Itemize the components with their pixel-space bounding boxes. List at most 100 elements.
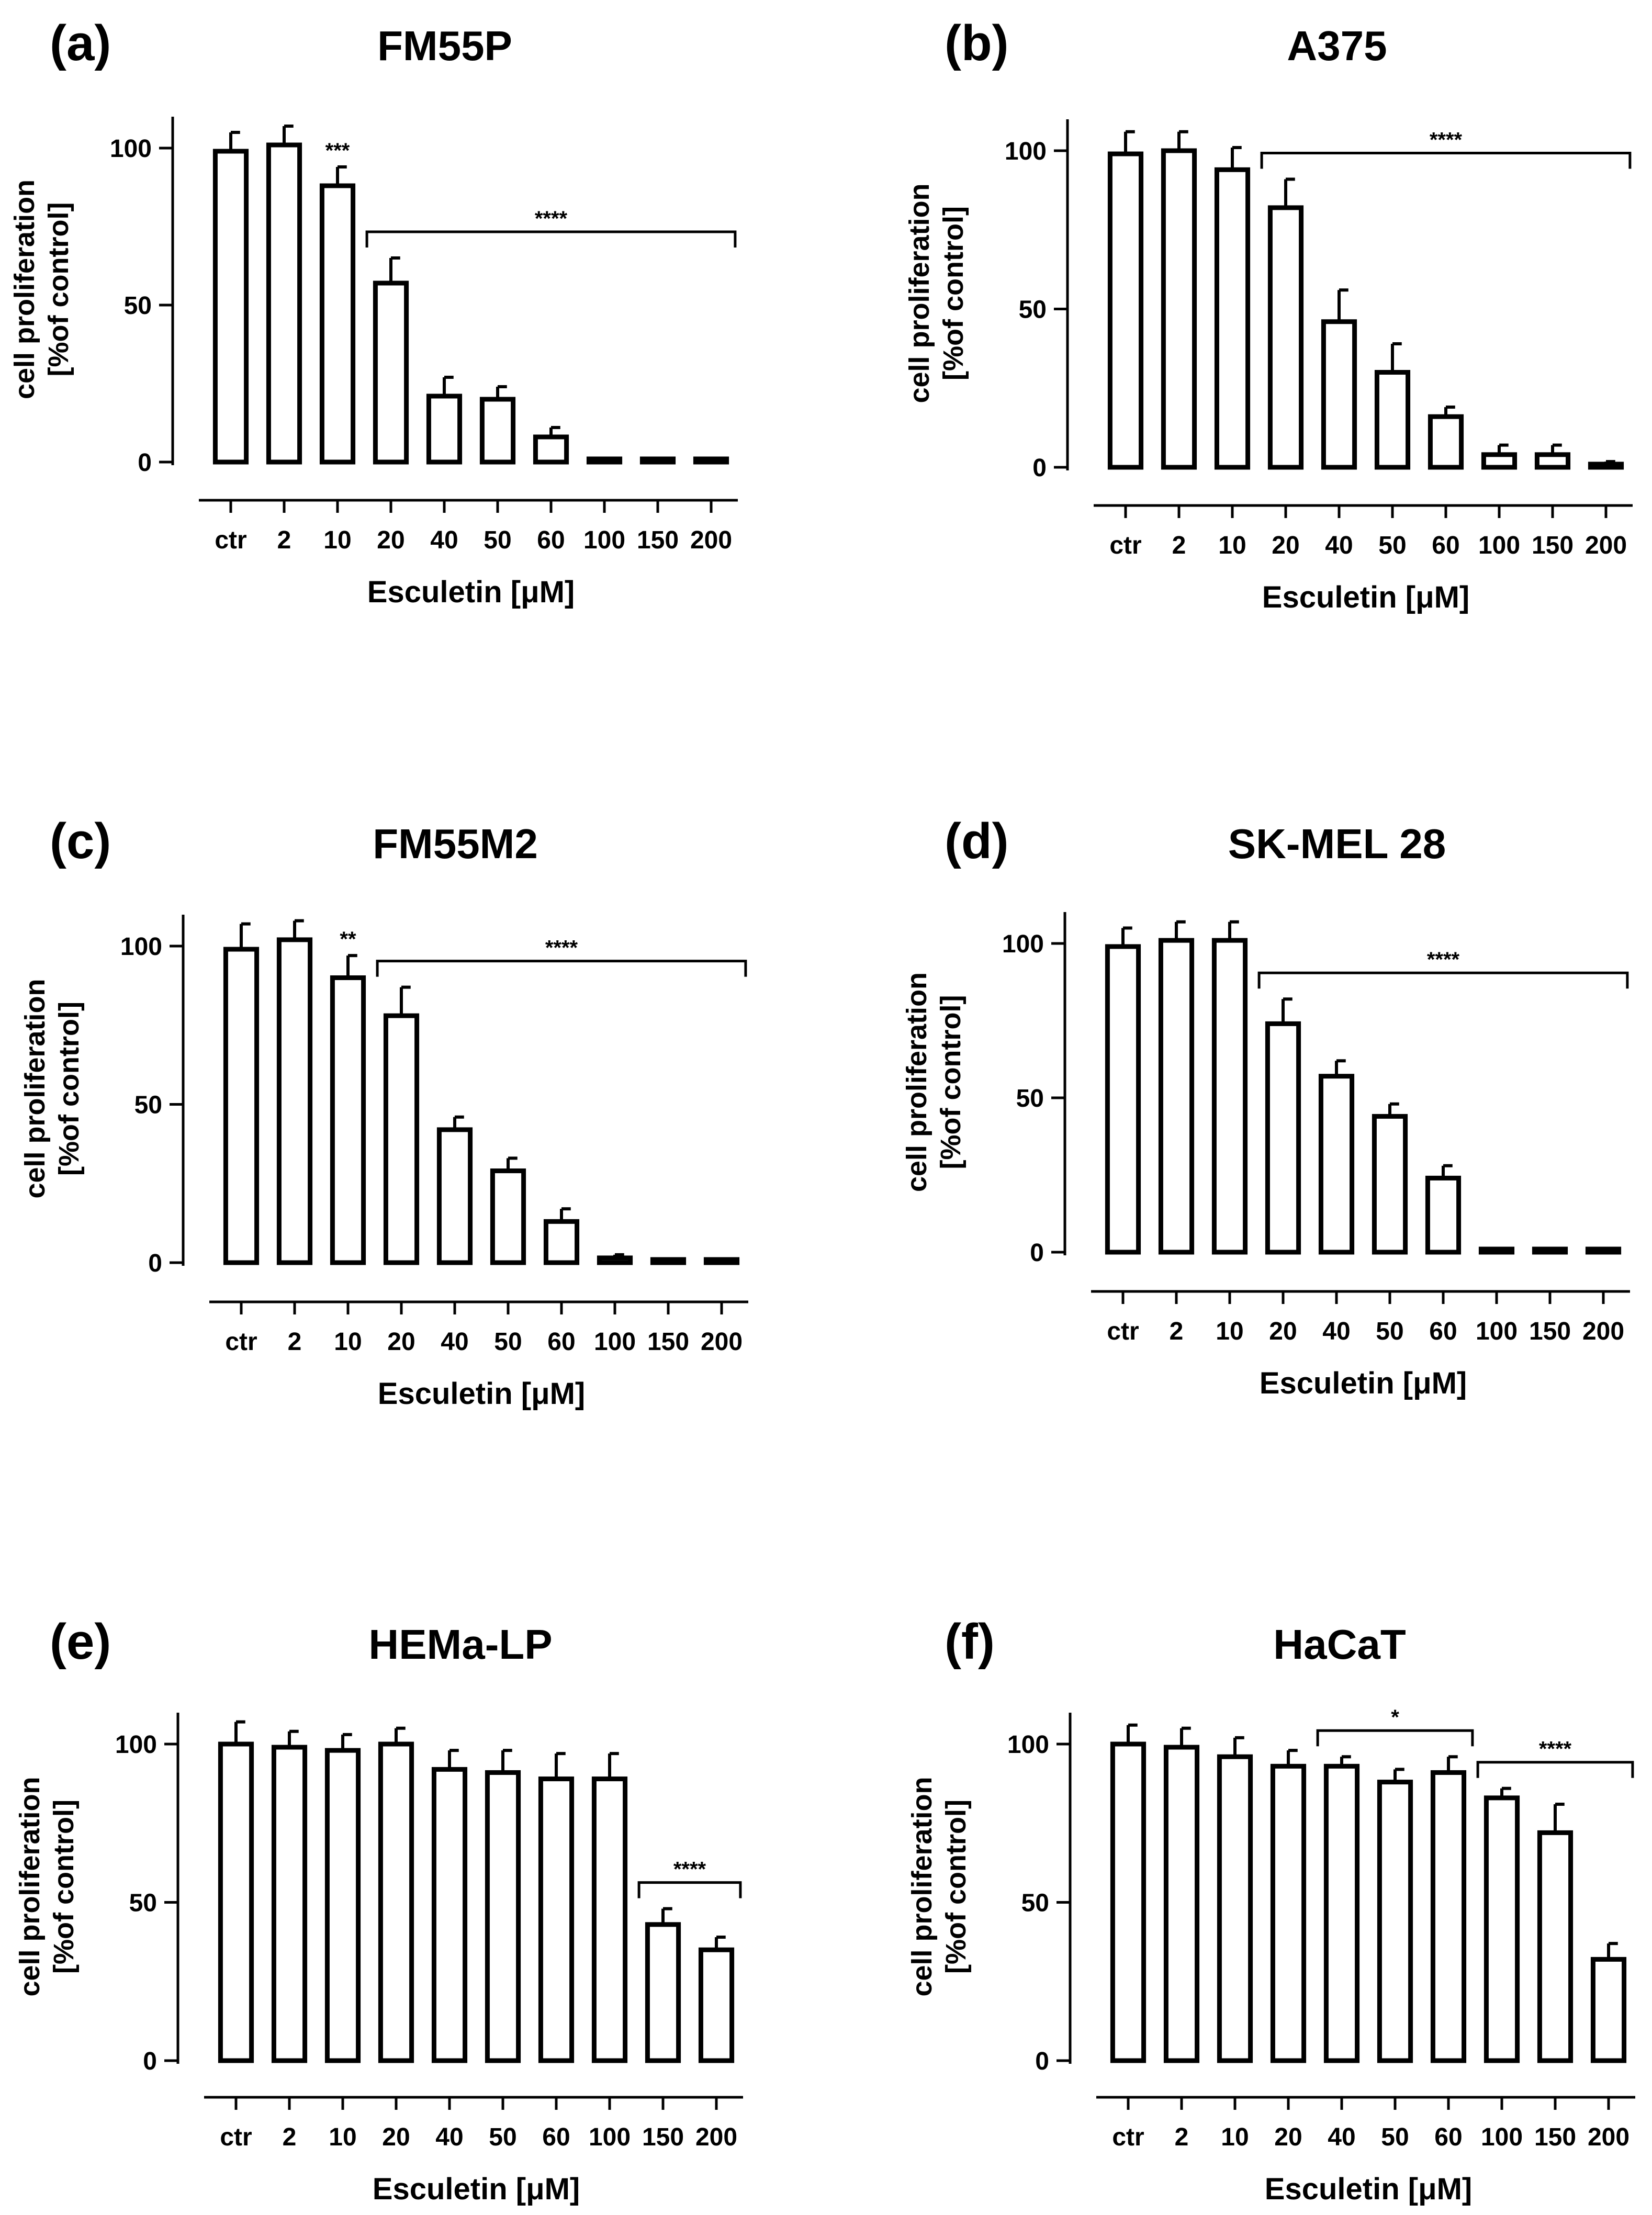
bar <box>645 1922 681 2063</box>
bar <box>650 1257 687 1265</box>
x-tick-label: 150 <box>647 1328 689 1356</box>
x-tick-label: 60 <box>1434 2123 1462 2151</box>
x-tick-label: 20 <box>1272 532 1299 559</box>
y-axis-title-line2: [%of control] <box>935 995 967 1170</box>
significance-stars: **** <box>1430 128 1463 151</box>
x-tick-label: ctr <box>1107 1318 1139 1345</box>
y-tick-label: 0 <box>1032 454 1047 482</box>
x-tick-label: 100 <box>1478 532 1520 559</box>
y-tick-label: 100 <box>1005 138 1047 165</box>
x-tick-label: 200 <box>695 2123 737 2151</box>
x-tick-label: ctr <box>215 526 246 554</box>
bar <box>1534 452 1571 470</box>
x-tick-label: 10 <box>1216 1318 1243 1345</box>
panel-title: SK-MEL 28 <box>1228 820 1446 867</box>
bar <box>373 280 409 465</box>
x-tick-label: 20 <box>387 1328 415 1356</box>
panel-title: HaCaT <box>1273 1621 1406 1668</box>
y-axis-title-line2: [%of control] <box>53 1002 85 1176</box>
x-tick-label: 40 <box>441 1328 468 1356</box>
chart-panel-5: (e) HEMa-LP 0 50 100 cell proliferation [%of c… <box>14 1614 743 2206</box>
x-tick-label: 150 <box>1529 1318 1571 1345</box>
significance-bracket <box>365 230 737 248</box>
bar <box>1270 1763 1307 2063</box>
y-tick-label: 100 <box>115 1731 157 1759</box>
bar <box>1590 1957 1627 2063</box>
significance-bracket <box>1316 1729 1474 1747</box>
y-axis-title-line2: [%of control] <box>938 206 969 380</box>
significance-bracket <box>637 1881 742 1898</box>
bar <box>1585 1246 1622 1255</box>
chart-panel-3: (c) FM55M2 0 50 100 cell proliferation [%of co… <box>19 813 748 1411</box>
x-tick-label: 20 <box>377 526 404 554</box>
bar <box>431 1767 468 2063</box>
bar <box>1107 151 1144 470</box>
bar <box>266 142 302 465</box>
x-tick-label: 10 <box>323 526 351 554</box>
bar <box>1372 1114 1408 1255</box>
y-axis-title-line1: cell proliferation <box>901 972 932 1192</box>
bar <box>639 456 676 465</box>
x-tick-label: 200 <box>1582 1318 1624 1345</box>
x-tick-label: 50 <box>494 1328 522 1356</box>
x-tick-label: 50 <box>489 2123 516 2151</box>
bar <box>1110 1741 1147 2063</box>
x-tick-label: 10 <box>329 2123 356 2151</box>
y-tick-label: 50 <box>1019 296 1047 324</box>
bar <box>1484 1795 1520 2063</box>
bar <box>1425 1175 1462 1255</box>
x-tick-label: 10 <box>1218 532 1246 559</box>
panel-letter: (c) <box>50 813 111 869</box>
x-tick-label: 60 <box>1432 532 1459 559</box>
bar <box>1478 1246 1515 1255</box>
x-axis-title: Esculetin [μM] <box>367 575 575 609</box>
x-tick-label: 100 <box>589 2123 631 2151</box>
x-axis-title: Esculetin [μM] <box>373 2172 580 2206</box>
x-tick-label: 200 <box>701 1328 743 1356</box>
bar <box>1323 1763 1360 2063</box>
y-tick-label: 100 <box>110 135 152 163</box>
x-tick-label: 40 <box>1325 532 1353 559</box>
x-tick-label: 50 <box>1378 532 1406 559</box>
bar <box>485 1770 521 2063</box>
bar <box>1105 944 1141 1255</box>
bar <box>383 1013 420 1265</box>
x-tick-label: 100 <box>1481 2123 1523 2151</box>
x-tick-label: 50 <box>484 526 511 554</box>
bar <box>703 1257 740 1265</box>
bar <box>319 183 356 465</box>
significance-bracket <box>376 960 747 977</box>
bar <box>586 456 623 465</box>
bar <box>1374 370 1411 470</box>
bar <box>597 1255 633 1265</box>
x-tick-label: 40 <box>1328 2123 1355 2151</box>
y-axis-title-line1: cell proliferation <box>14 1777 46 1996</box>
x-tick-label: 100 <box>1476 1318 1518 1345</box>
bar <box>1217 1754 1253 2063</box>
panel-title: FM55M2 <box>373 820 538 867</box>
bar <box>533 434 569 465</box>
significance-bracket <box>1476 1761 1634 1778</box>
bar <box>1265 1021 1301 1255</box>
bar <box>1588 462 1624 470</box>
x-axis-title: Esculetin [μM] <box>378 1377 585 1411</box>
x-tick-label: 40 <box>1322 1318 1350 1345</box>
chart-panel-1: (a) FM55P 0 50 100 cell proliferation [%of con… <box>9 15 738 609</box>
significance-stars: * <box>1391 1706 1399 1729</box>
y-tick-label: 100 <box>1007 1731 1049 1759</box>
significance-stars: **** <box>673 1858 706 1881</box>
x-tick-label: 10 <box>1221 2123 1249 2151</box>
bar <box>693 456 729 465</box>
bar <box>1321 319 1357 470</box>
x-tick-label: 2 <box>283 2123 297 2151</box>
panel-letter: (a) <box>50 15 111 71</box>
chart-panel-4: (d) SK-MEL 28 0 50 100 cell proliferation [%of… <box>901 813 1630 1400</box>
x-tick-label: 150 <box>1534 2123 1576 2151</box>
bar <box>1430 1770 1467 2063</box>
panel-letter: (b) <box>945 15 1009 71</box>
x-tick-label: 20 <box>1269 1318 1297 1345</box>
panel-letter: (e) <box>50 1614 111 1670</box>
panel-title: FM55P <box>377 23 512 69</box>
bar <box>1267 205 1304 470</box>
